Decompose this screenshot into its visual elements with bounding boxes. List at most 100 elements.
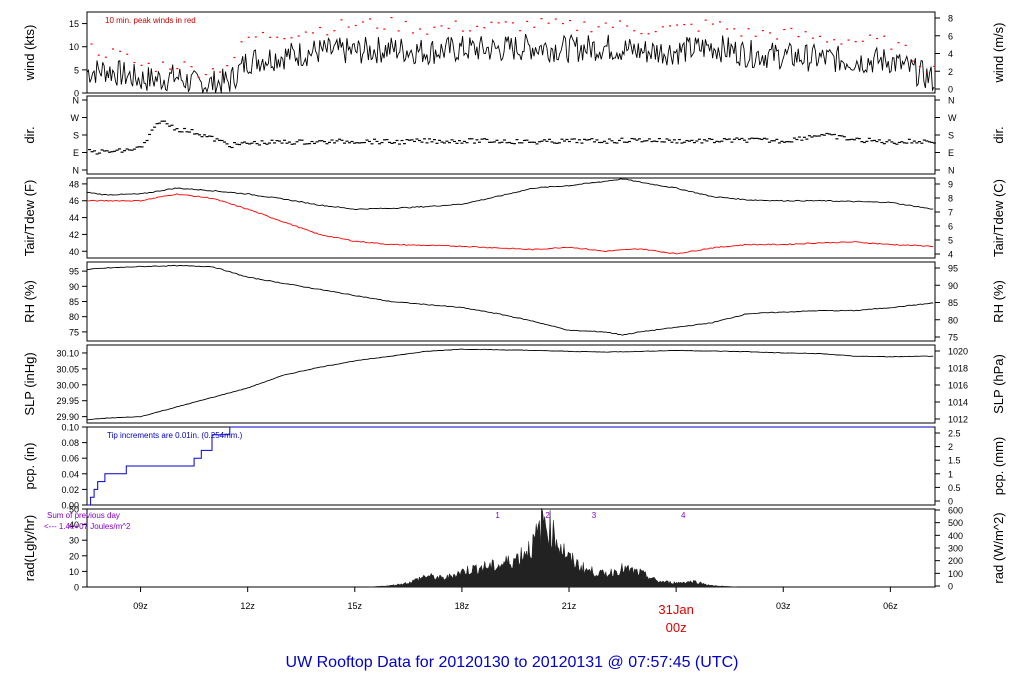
dir-point xyxy=(195,133,199,135)
peak-wind-point xyxy=(319,26,322,29)
ytick-label-left: 95 xyxy=(69,267,79,277)
dir-point xyxy=(897,141,901,144)
ytick-label-right: 600 xyxy=(948,506,963,516)
dir-point xyxy=(492,141,496,143)
ylabel-right: dir. xyxy=(991,126,1006,143)
dir-point xyxy=(360,142,364,144)
dir-point xyxy=(235,143,239,145)
peak-wind-point xyxy=(854,41,857,43)
temp-series-line xyxy=(86,178,934,210)
dir-point xyxy=(792,137,796,139)
dir-point xyxy=(505,142,509,144)
dir-point xyxy=(567,140,571,143)
ytick-label-left: 46 xyxy=(69,196,79,206)
dir-point xyxy=(465,142,469,144)
ylabel-right: wind (m/s) xyxy=(991,23,1006,84)
dir-point xyxy=(390,142,394,144)
ytick-label-right: 0 xyxy=(948,497,953,507)
ytick-label-left: 0 xyxy=(74,583,79,593)
ytick-label-right: W xyxy=(948,113,957,123)
ytick-label-left: 80 xyxy=(69,312,79,322)
dir-point xyxy=(600,141,604,144)
dir-point xyxy=(168,125,172,127)
dir-point xyxy=(545,140,549,142)
dir-point xyxy=(772,140,776,142)
dir-point xyxy=(215,138,219,140)
dir-point xyxy=(590,138,594,140)
dir-point xyxy=(377,143,381,145)
dir-point xyxy=(640,141,644,143)
peak-wind-point xyxy=(376,27,379,29)
dir-point xyxy=(905,142,909,144)
peak-wind-point xyxy=(776,38,779,40)
ytick-label-right: 100 xyxy=(948,569,963,579)
peak-wind-point xyxy=(490,21,493,23)
dir-point xyxy=(662,141,666,143)
dir-point xyxy=(522,139,526,142)
ytick-label-right: 95 xyxy=(948,264,958,274)
dir-point xyxy=(462,140,466,143)
peak-wind-point xyxy=(219,71,222,73)
dir-point xyxy=(90,151,94,153)
dir-point xyxy=(153,126,157,128)
dir-point xyxy=(572,138,576,140)
dir-point xyxy=(527,141,531,143)
dir-point xyxy=(368,140,372,143)
peak-wind-point xyxy=(511,22,514,24)
peak-wind-point xyxy=(147,62,150,64)
dir-point xyxy=(270,139,274,141)
dir-point xyxy=(138,146,142,148)
dir-point xyxy=(110,151,114,153)
dir-point xyxy=(155,123,159,125)
dir-point xyxy=(333,142,337,144)
dir-point xyxy=(442,142,446,144)
dir-point xyxy=(695,140,699,142)
dir-point xyxy=(597,141,601,144)
dir-point xyxy=(380,141,384,144)
dir-point xyxy=(862,141,866,144)
ytick-label-right: 1.5 xyxy=(948,456,961,466)
ytick-label-left: 40 xyxy=(69,520,79,530)
peak-wind-point xyxy=(526,20,529,23)
peak-wind-point xyxy=(583,21,586,23)
ytick-label-left: 0.08 xyxy=(61,438,79,448)
dir-point xyxy=(188,131,192,133)
dir-point xyxy=(482,138,486,140)
dir-point xyxy=(437,139,441,141)
dir-point xyxy=(193,133,197,135)
dir-point xyxy=(810,136,814,138)
xtick-label: 15z xyxy=(348,601,363,611)
dir-point xyxy=(95,153,99,155)
dir-point xyxy=(930,141,934,144)
ytick-label-left: 10 xyxy=(69,42,79,52)
dir-point xyxy=(927,141,931,143)
dir-point xyxy=(845,139,849,141)
dir-point xyxy=(907,138,911,140)
dir-point xyxy=(118,148,122,150)
dir-point xyxy=(198,134,202,136)
peak-wind-point xyxy=(890,48,893,50)
dir-point xyxy=(700,142,704,144)
dir-point xyxy=(145,139,149,142)
peak-wind-point xyxy=(697,30,700,32)
dir-point xyxy=(452,140,456,143)
ytick-label-left: 30 xyxy=(69,536,79,546)
peak-wind-point xyxy=(718,21,721,23)
dir-point xyxy=(323,141,327,143)
dir-point xyxy=(665,138,669,140)
panel-rh: RH (%) RH (%) 75 80 85 90 95 75 80 85 90 95 xyxy=(22,261,1006,343)
dir-point xyxy=(358,142,362,144)
dir-point xyxy=(135,146,139,148)
dir-point xyxy=(293,143,297,145)
peak-wind-point xyxy=(926,71,929,74)
ytick-label-left: 0 xyxy=(74,89,79,99)
dir-point xyxy=(238,143,242,146)
dir-point xyxy=(125,148,129,150)
dir-point xyxy=(175,128,179,130)
peak-wind-point xyxy=(197,76,200,78)
ytick-label-right: 90 xyxy=(948,281,958,291)
dir-point xyxy=(580,142,584,144)
ytick-label-left: 0.02 xyxy=(61,485,79,495)
dir-point xyxy=(405,139,409,141)
ylabel-left: pcp. (in) xyxy=(22,443,37,490)
